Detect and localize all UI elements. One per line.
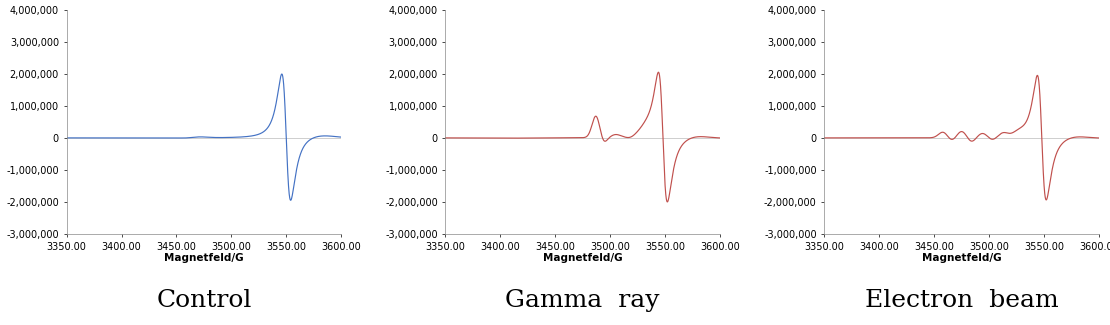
Text: Electron  beam: Electron beam — [865, 289, 1059, 312]
Text: Gamma  ray: Gamma ray — [505, 289, 660, 312]
Text: Control: Control — [157, 289, 252, 312]
X-axis label: Magnetfeld/G: Magnetfeld/G — [921, 253, 1001, 263]
X-axis label: Magnetfeld/G: Magnetfeld/G — [543, 253, 623, 263]
X-axis label: Magnetfeld/G: Magnetfeld/G — [164, 253, 244, 263]
